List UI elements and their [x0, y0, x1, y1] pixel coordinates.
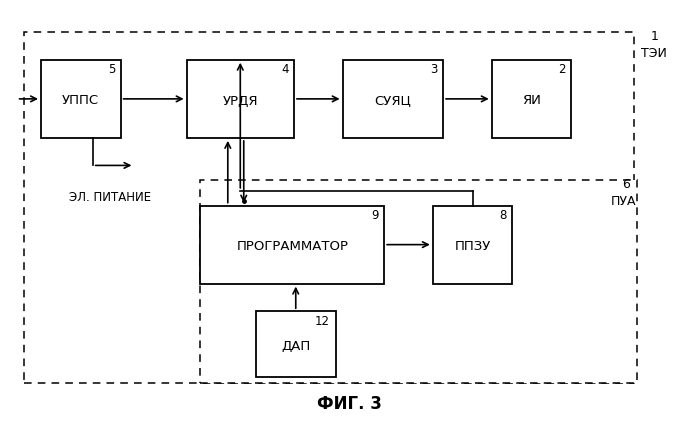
Text: ДАП: ДАП — [281, 339, 310, 353]
Text: ФИГ. 3: ФИГ. 3 — [317, 395, 382, 413]
Text: ТЭИ: ТЭИ — [641, 47, 667, 60]
Text: 1: 1 — [651, 30, 659, 43]
Text: ППЗУ: ППЗУ — [454, 240, 491, 253]
Text: 3: 3 — [430, 63, 438, 76]
Text: УППС: УППС — [62, 95, 99, 107]
Bar — [433, 205, 512, 284]
Bar — [187, 60, 294, 138]
Text: 2: 2 — [559, 63, 566, 76]
Text: 4: 4 — [281, 63, 289, 76]
Text: СУЯЦ: СУЯЦ — [375, 95, 411, 107]
Bar — [201, 180, 637, 383]
Bar — [491, 60, 571, 138]
Bar — [41, 60, 121, 138]
Text: УРДЯ: УРДЯ — [222, 95, 258, 107]
Bar — [343, 60, 443, 138]
Text: ЯИ: ЯИ — [522, 95, 541, 107]
Text: 6: 6 — [622, 178, 630, 191]
Text: ПУА: ПУА — [611, 195, 636, 208]
Text: ПРОГРАММАТОР: ПРОГРАММАТОР — [236, 240, 348, 253]
Text: 8: 8 — [500, 209, 507, 222]
Bar — [201, 205, 384, 284]
Text: ЭЛ. ПИТАНИЕ: ЭЛ. ПИТАНИЕ — [69, 191, 151, 204]
Bar — [24, 33, 634, 383]
Text: 9: 9 — [371, 209, 379, 222]
Text: 12: 12 — [315, 315, 330, 327]
Text: 5: 5 — [108, 63, 115, 76]
Bar — [256, 311, 336, 377]
